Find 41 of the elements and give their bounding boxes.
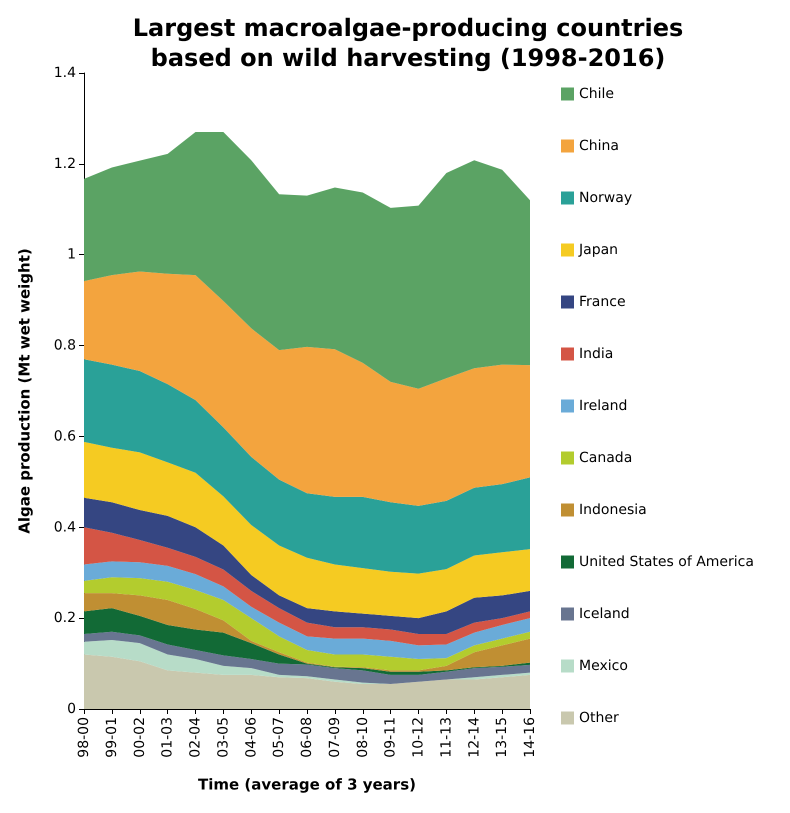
x-tick-label: 09-11 <box>382 717 399 758</box>
x-tick-label: 06-08 <box>299 717 315 758</box>
legend-label: Chile <box>579 86 614 102</box>
x-axis-title: Time (average of 3 years) <box>198 776 416 794</box>
legend-label: Indonesia <box>579 502 647 518</box>
x-tick-label: 12-14 <box>466 716 482 758</box>
x-tick-label: 08-10 <box>354 717 371 758</box>
x-tick-label: 04-06 <box>243 716 260 758</box>
y-axis-title: Algae production (Mt wet weight) <box>16 248 34 534</box>
legend-label: Other <box>579 710 619 726</box>
y-tick-label: 1 <box>67 246 76 263</box>
y-tick-label: 0.4 <box>54 519 76 536</box>
x-tick-label: 99-01 <box>104 717 120 758</box>
x-tick-label: 13-15 <box>494 717 510 758</box>
x-tick-label: 05-07 <box>271 717 288 758</box>
y-tick-label: 1.4 <box>54 65 76 81</box>
x-tick-label: 00-02 <box>132 717 148 758</box>
y-tick-label: 0 <box>67 701 76 717</box>
legend-label: Norway <box>579 190 632 206</box>
x-tick-label: 14-16 <box>522 716 538 758</box>
x-tick-label: 02-04 <box>188 716 204 758</box>
legend-label: France <box>579 294 626 310</box>
y-tick-label: 0.2 <box>54 610 76 626</box>
x-tick-label: 03-05 <box>215 717 232 758</box>
y-tick-label: 0.6 <box>54 428 76 444</box>
y-tick-label: 1.2 <box>54 156 76 172</box>
x-tick-label: 01-03 <box>160 717 176 758</box>
x-tick-label: 11-13 <box>438 717 454 758</box>
legend-label: India <box>579 346 614 362</box>
x-tick-label: 98-00 <box>76 717 92 758</box>
legend-label: United States of America <box>579 554 754 570</box>
legend-label: Canada <box>579 450 632 466</box>
legend-label: Japan <box>578 242 618 258</box>
legend-label: Mexico <box>579 658 628 674</box>
legend-label: Iceland <box>579 606 630 622</box>
y-tick-label: 0.8 <box>54 338 76 354</box>
legend-label: Ireland <box>579 398 628 414</box>
legend-label: China <box>579 138 619 154</box>
chart-title: Largest macroalgae-producing countries based on wild harvesting (1998-2016) <box>132 14 684 72</box>
x-tick-label: 10-12 <box>410 717 426 758</box>
x-tick-label: 07-09 <box>326 717 343 758</box>
